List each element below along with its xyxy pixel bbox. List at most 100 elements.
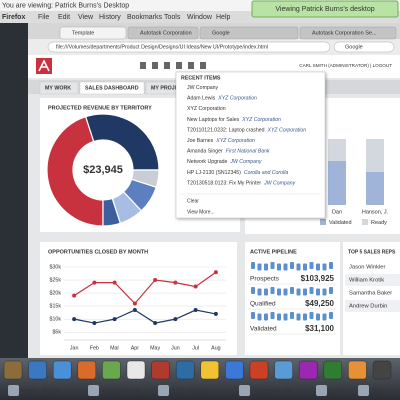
dock-icon[interactable] [28, 360, 47, 380]
dock-icon[interactable] [225, 360, 244, 380]
dock-icon[interactable] [323, 360, 342, 380]
rep-name[interactable]: Andrew Durbin [349, 304, 387, 310]
pipeline-figure [290, 287, 294, 294]
pipeline-panel [245, 242, 340, 355]
recent-item[interactable]: Network Upgrade JW Company [187, 160, 262, 166]
taskbar-label[interactable]: Facebook - Go... [253, 389, 298, 395]
opportunities-title: OPPORTUNITIES CLOSED BY MONTH [48, 249, 148, 255]
x-tick-label: Aug [211, 345, 220, 351]
rep-name[interactable]: Samantha Baker [349, 291, 392, 297]
rep-name[interactable]: William Krotik [349, 278, 384, 284]
dock-icon[interactable] [372, 360, 392, 380]
revenue-title: PROJECTED REVENUE BY TERRITORY [48, 105, 152, 111]
recent-item[interactable]: Joe Barnes XYZ Corporation [187, 138, 255, 144]
legend-swatch [320, 219, 326, 225]
browser-tab[interactable] [299, 26, 397, 40]
browser-tab[interactable] [199, 26, 299, 40]
pipeline-figure [322, 288, 327, 296]
taskbar-thumb [88, 385, 99, 396]
header-right[interactable]: CARL SMITH (ADMINISTRATOR) | LOGOUT [299, 63, 392, 68]
menu-item[interactable]: Tools [164, 14, 181, 21]
menu-item[interactable]: File [38, 14, 49, 21]
taskbar-label[interactable]: Spo... [372, 389, 388, 395]
dock-icon[interactable] [53, 360, 72, 380]
dock-icon[interactable] [249, 360, 269, 380]
nav-tab-label: MY PROJEC [151, 85, 182, 91]
menu-item[interactable]: Window [187, 14, 213, 21]
clear-link[interactable]: Clear [187, 198, 199, 204]
menu-item[interactable]: Edit [58, 14, 70, 21]
pipeline-figure [316, 288, 320, 296]
dock-icon[interactable] [274, 360, 293, 380]
taskbar-label[interactable]: Autotask UI de... [102, 389, 147, 395]
url: file:///Volumes/departments/Product Desi… [56, 44, 268, 50]
pipeline-figure [329, 312, 333, 319]
recent-item[interactable]: XYZ Corporation [187, 107, 226, 113]
recent-item[interactable]: New Laptops for Sales XYZ Corporation [187, 117, 281, 123]
recent-item[interactable]: T20130518.0123: Fix My Printer JW Company [187, 181, 296, 187]
line-point [92, 280, 97, 285]
dock-icon[interactable] [175, 360, 195, 380]
dock-icon[interactable] [77, 360, 97, 380]
dock-icon[interactable] [200, 360, 220, 380]
dock-icon[interactable] [348, 360, 367, 380]
view-more-link[interactable]: View More... [187, 209, 215, 215]
browser-tab-label: Template [72, 30, 94, 36]
dock-icon[interactable] [3, 360, 23, 380]
pipeline-figure [290, 262, 294, 269]
browser-tab[interactable] [59, 26, 127, 40]
menu-item[interactable]: View [78, 14, 94, 21]
rep-row [345, 274, 400, 286]
url-field[interactable] [47, 41, 331, 53]
recent-item[interactable]: T20110121.0232: Laptop crashed XYZ Corpor… [187, 128, 306, 134]
menu-item[interactable]: Firefox [2, 14, 25, 21]
search-field[interactable] [333, 41, 395, 53]
recent-item-name: New Laptops for Sales [187, 117, 240, 123]
pipeline-figure [316, 263, 320, 271]
pipeline-figure [296, 263, 301, 271]
pipeline-figure [257, 288, 262, 296]
line-point [193, 284, 198, 289]
recent-item-company: XYZ Corporation [217, 96, 257, 102]
line-point [173, 280, 178, 285]
taskbar-label[interactable]: Cync [330, 389, 344, 395]
logo-mark [38, 59, 50, 72]
taskbar-label[interactable]: Inbox - skuran... [22, 389, 65, 395]
nav-tab-label: MY WORK [45, 85, 71, 91]
recent-item[interactable]: JW Company [187, 85, 219, 91]
menu-item[interactable]: Bookmarks [127, 14, 163, 21]
nav-tab[interactable] [39, 81, 79, 95]
dock-icon[interactable] [102, 360, 121, 380]
taskbar-label[interactable]: 5-22 - Autotas... [172, 389, 215, 395]
recent-item[interactable]: Amanda Singer First National Bank [187, 149, 270, 155]
browser-tab-label: Autotask Corporation Se... [312, 30, 377, 36]
dock-icon[interactable] [151, 360, 170, 380]
x-tick-label: May [150, 345, 160, 351]
line-point [92, 321, 97, 326]
taskbar-thumb [158, 385, 169, 396]
recent-item-company: XYZ Corporation [215, 138, 255, 144]
nav-tab[interactable] [79, 81, 145, 95]
pipeline-figure [264, 263, 268, 271]
viewing-banner: You are viewing: Patrick Burns's Desktop [2, 2, 129, 9]
line-point [153, 278, 158, 283]
pipeline-label: Validated [250, 326, 277, 333]
recent-item[interactable]: HP LJ-2130 (SN12345) Corolla and Corolla [187, 170, 288, 176]
rep-name[interactable]: Jason Winkler [349, 265, 385, 271]
x-tick-label: Mar [110, 345, 119, 351]
dock-icon[interactable] [126, 360, 146, 380]
x-tick-label: Jun [171, 345, 180, 351]
recent-item-company: XYZ Corporation [241, 117, 281, 123]
line-point [72, 293, 77, 298]
menu-item[interactable]: Help [216, 14, 231, 21]
recent-item[interactable]: Adam Lewis XYZ Corporation [187, 96, 257, 102]
browser-tab[interactable] [127, 26, 199, 40]
menu-item[interactable]: History [99, 14, 121, 21]
pipeline-figure [309, 287, 314, 294]
legend-label: Validated [329, 220, 352, 226]
recent-item-company: XYZ Corporation [267, 128, 307, 134]
donut-segment [102, 197, 122, 227]
pipeline-figure [296, 288, 301, 296]
y-tick-label: $25k [50, 277, 62, 283]
dock-icon[interactable] [299, 360, 318, 380]
